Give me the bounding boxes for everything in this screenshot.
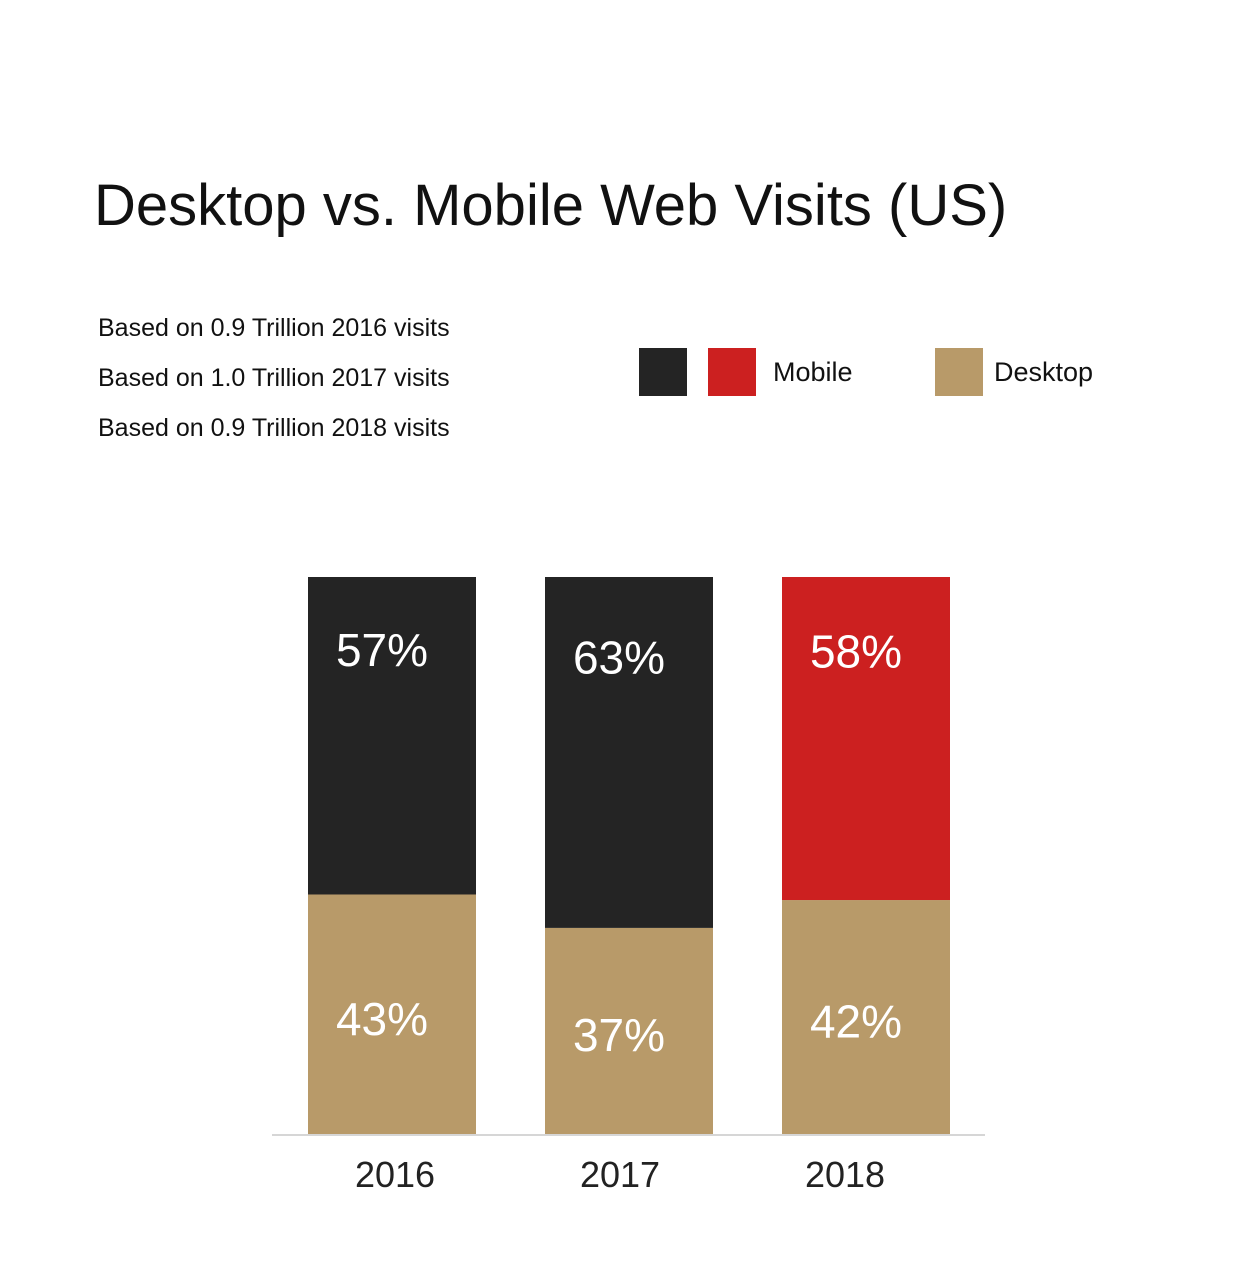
x-tick-label-2018: 2018: [805, 1154, 885, 1195]
bar-desktop-2016: [308, 894, 476, 1134]
bar-mobile-2017: [545, 577, 713, 928]
note-2018: Based on 0.9 Trillion 2018 visits: [98, 414, 450, 442]
bar-label-mobile-2016: 57%: [336, 624, 428, 676]
bar-desktop-2018: [782, 900, 950, 1134]
x-tick-label-2016: 2016: [355, 1154, 435, 1195]
bar-label-mobile-2017: 63%: [573, 632, 665, 684]
bar-desktop-2017: [545, 927, 713, 1134]
visit-notes: Based on 0.9 Trillion 2016 visits Based …: [98, 310, 450, 460]
bar-label-desktop-2018: 42%: [810, 996, 902, 1048]
bar-label-mobile-2018: 58%: [810, 625, 902, 677]
note-2017: Based on 1.0 Trillion 2017 visits: [98, 364, 450, 392]
chart-title: Desktop vs. Mobile Web Visits (US): [94, 173, 1008, 238]
note-2016: Based on 0.9 Trillion 2016 visits: [98, 314, 450, 342]
bar-label-desktop-2017: 37%: [573, 1009, 665, 1061]
bar-label-desktop-2016: 43%: [336, 993, 428, 1045]
x-tick-label-2017: 2017: [580, 1154, 660, 1195]
bar-mobile-2016: [308, 577, 476, 895]
bar-mobile-2018: [782, 577, 950, 901]
